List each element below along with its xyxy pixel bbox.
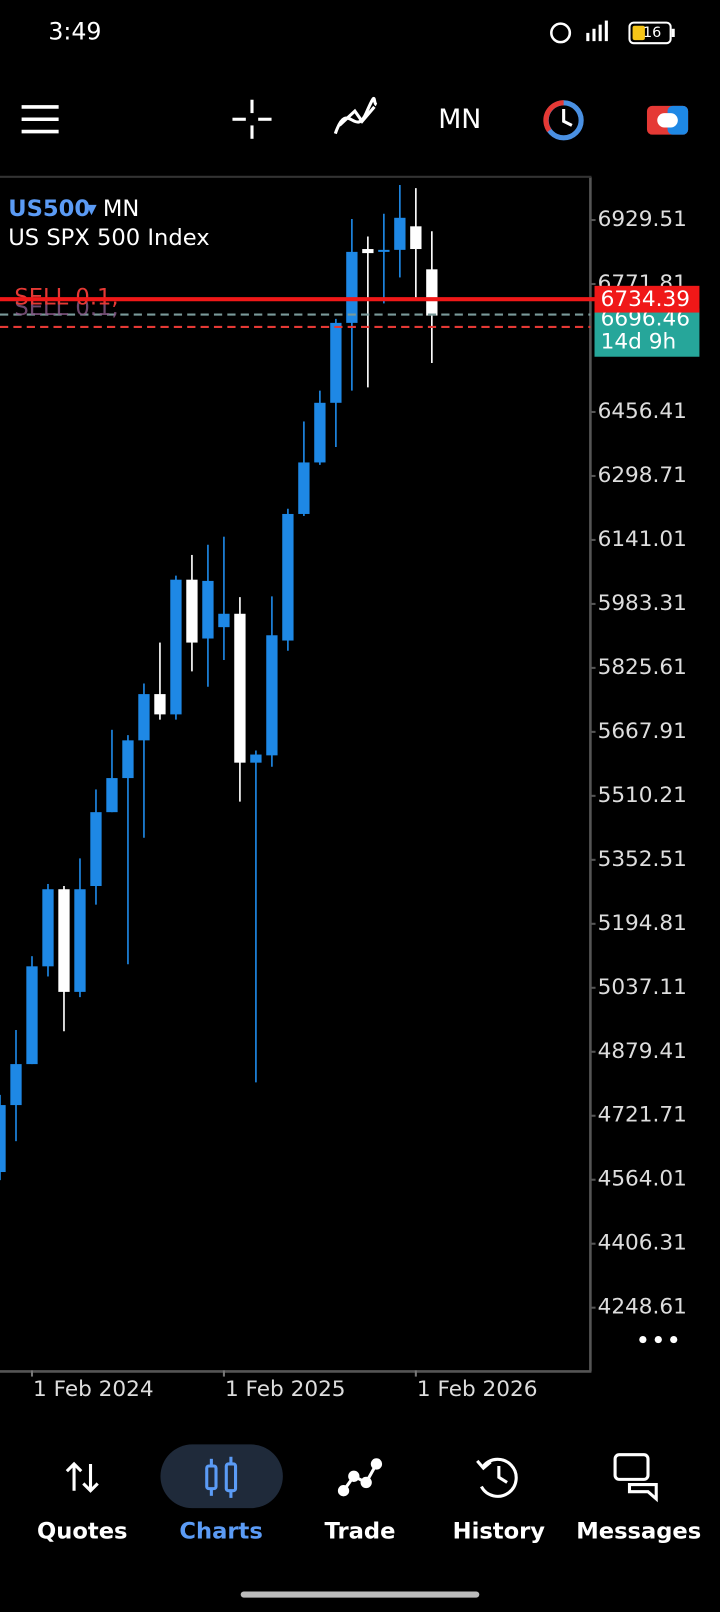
- candle-body: [266, 635, 278, 756]
- one-click-button[interactable]: [646, 105, 689, 135]
- trade-button[interactable]: [543, 100, 584, 141]
- candle-body: [10, 1064, 22, 1106]
- candle-body: [170, 579, 182, 715]
- plot-area: [0, 184, 438, 1181]
- nav-tab[interactable]: Messages: [576, 1518, 701, 1544]
- messages-icon: [613, 1453, 658, 1503]
- y-tick-label: 5825.61: [598, 655, 687, 680]
- quotes-icon: [65, 1461, 99, 1493]
- y-tick-label: 5510.21: [598, 783, 687, 808]
- candle-body: [106, 778, 118, 813]
- ask-label-bg: [594, 308, 700, 357]
- timeframe-button[interactable]: MN: [438, 104, 481, 135]
- candle-body: [154, 694, 166, 715]
- y-tick-label: 6141.01: [598, 527, 687, 552]
- y-tick-label: 5983.31: [598, 591, 687, 616]
- bar-countdown: 14d 9h: [601, 329, 676, 354]
- candle-body: [410, 226, 422, 250]
- chart: [0, 175, 592, 1373]
- symbol-description: US SPX 500 Index: [8, 225, 209, 251]
- y-tick-label: 5037.11: [598, 975, 687, 1000]
- more-button[interactable]: [639, 1335, 678, 1344]
- y-tick-label: 4879.41: [598, 1039, 687, 1064]
- y-tick-label: 4406.31: [598, 1231, 687, 1256]
- candle-body: [138, 694, 150, 741]
- candle-body: [362, 249, 374, 254]
- x-tick-label: 1 Feb 2025: [225, 1377, 346, 1402]
- status-icons: [550, 20, 675, 45]
- candle-body: [346, 251, 358, 323]
- candle-body: [218, 613, 230, 628]
- candle-body: [0, 1105, 6, 1173]
- candle-body: [42, 889, 54, 967]
- candle-body: [26, 966, 38, 1065]
- symbol[interactable]: US500: [8, 196, 90, 222]
- active-tab-pill: [160, 1444, 283, 1509]
- history-icon: [476, 1457, 518, 1498]
- symbol-dropdown[interactable]: ▼: [86, 203, 97, 218]
- y-tick-label: 4248.61: [598, 1295, 687, 1320]
- crosshair-button[interactable]: [232, 99, 272, 139]
- bid-label: 6734.39: [601, 287, 690, 312]
- y-tick-label: 4721.71: [598, 1103, 687, 1128]
- home-indicator: [240, 1591, 480, 1598]
- nav-tab[interactable]: Trade: [325, 1518, 396, 1544]
- chart-timeframe: MN: [103, 196, 139, 222]
- candle-body: [58, 889, 70, 992]
- candle-body: [314, 402, 326, 463]
- trade-icon: [337, 1458, 383, 1497]
- candle-body: [90, 812, 102, 886]
- candle-body: [250, 754, 262, 763]
- y-tick-label: 6929.51: [598, 207, 687, 232]
- candle-body: [74, 889, 86, 992]
- battery-level: 16: [643, 25, 661, 41]
- candle-body: [298, 462, 310, 514]
- candle-body: [122, 740, 134, 779]
- candle-body: [202, 580, 214, 639]
- candle-body: [186, 579, 198, 643]
- charts-icon: [205, 1456, 238, 1498]
- bid-label-bg: [594, 285, 700, 313]
- y-tick-label: 6298.71: [598, 463, 687, 488]
- y-tick-label: 4564.01: [598, 1167, 687, 1192]
- x-tick-label: 1 Feb 2024: [33, 1377, 154, 1402]
- y-tick-label: 5352.51: [598, 847, 687, 872]
- candle-body: [426, 269, 438, 316]
- candle-body: [394, 217, 406, 250]
- candle-body: [282, 513, 294, 641]
- y-tick-label: 5667.91: [598, 719, 687, 744]
- status-time: 3:49: [48, 17, 101, 45]
- candle-body: [234, 613, 246, 763]
- y-tick-label: 6456.41: [598, 399, 687, 424]
- candle-body: [330, 322, 342, 403]
- menu-button[interactable]: [21, 105, 59, 134]
- y-tick-label: 5194.81: [598, 911, 687, 936]
- nav-tab[interactable]: History: [453, 1518, 546, 1544]
- nav-tab[interactable]: Quotes: [37, 1518, 127, 1544]
- x-tick-label: 1 Feb 2026: [417, 1377, 538, 1402]
- candle-body: [378, 249, 390, 252]
- indicators-button[interactable]: [333, 97, 378, 135]
- nav-tab[interactable]: Charts: [179, 1518, 262, 1544]
